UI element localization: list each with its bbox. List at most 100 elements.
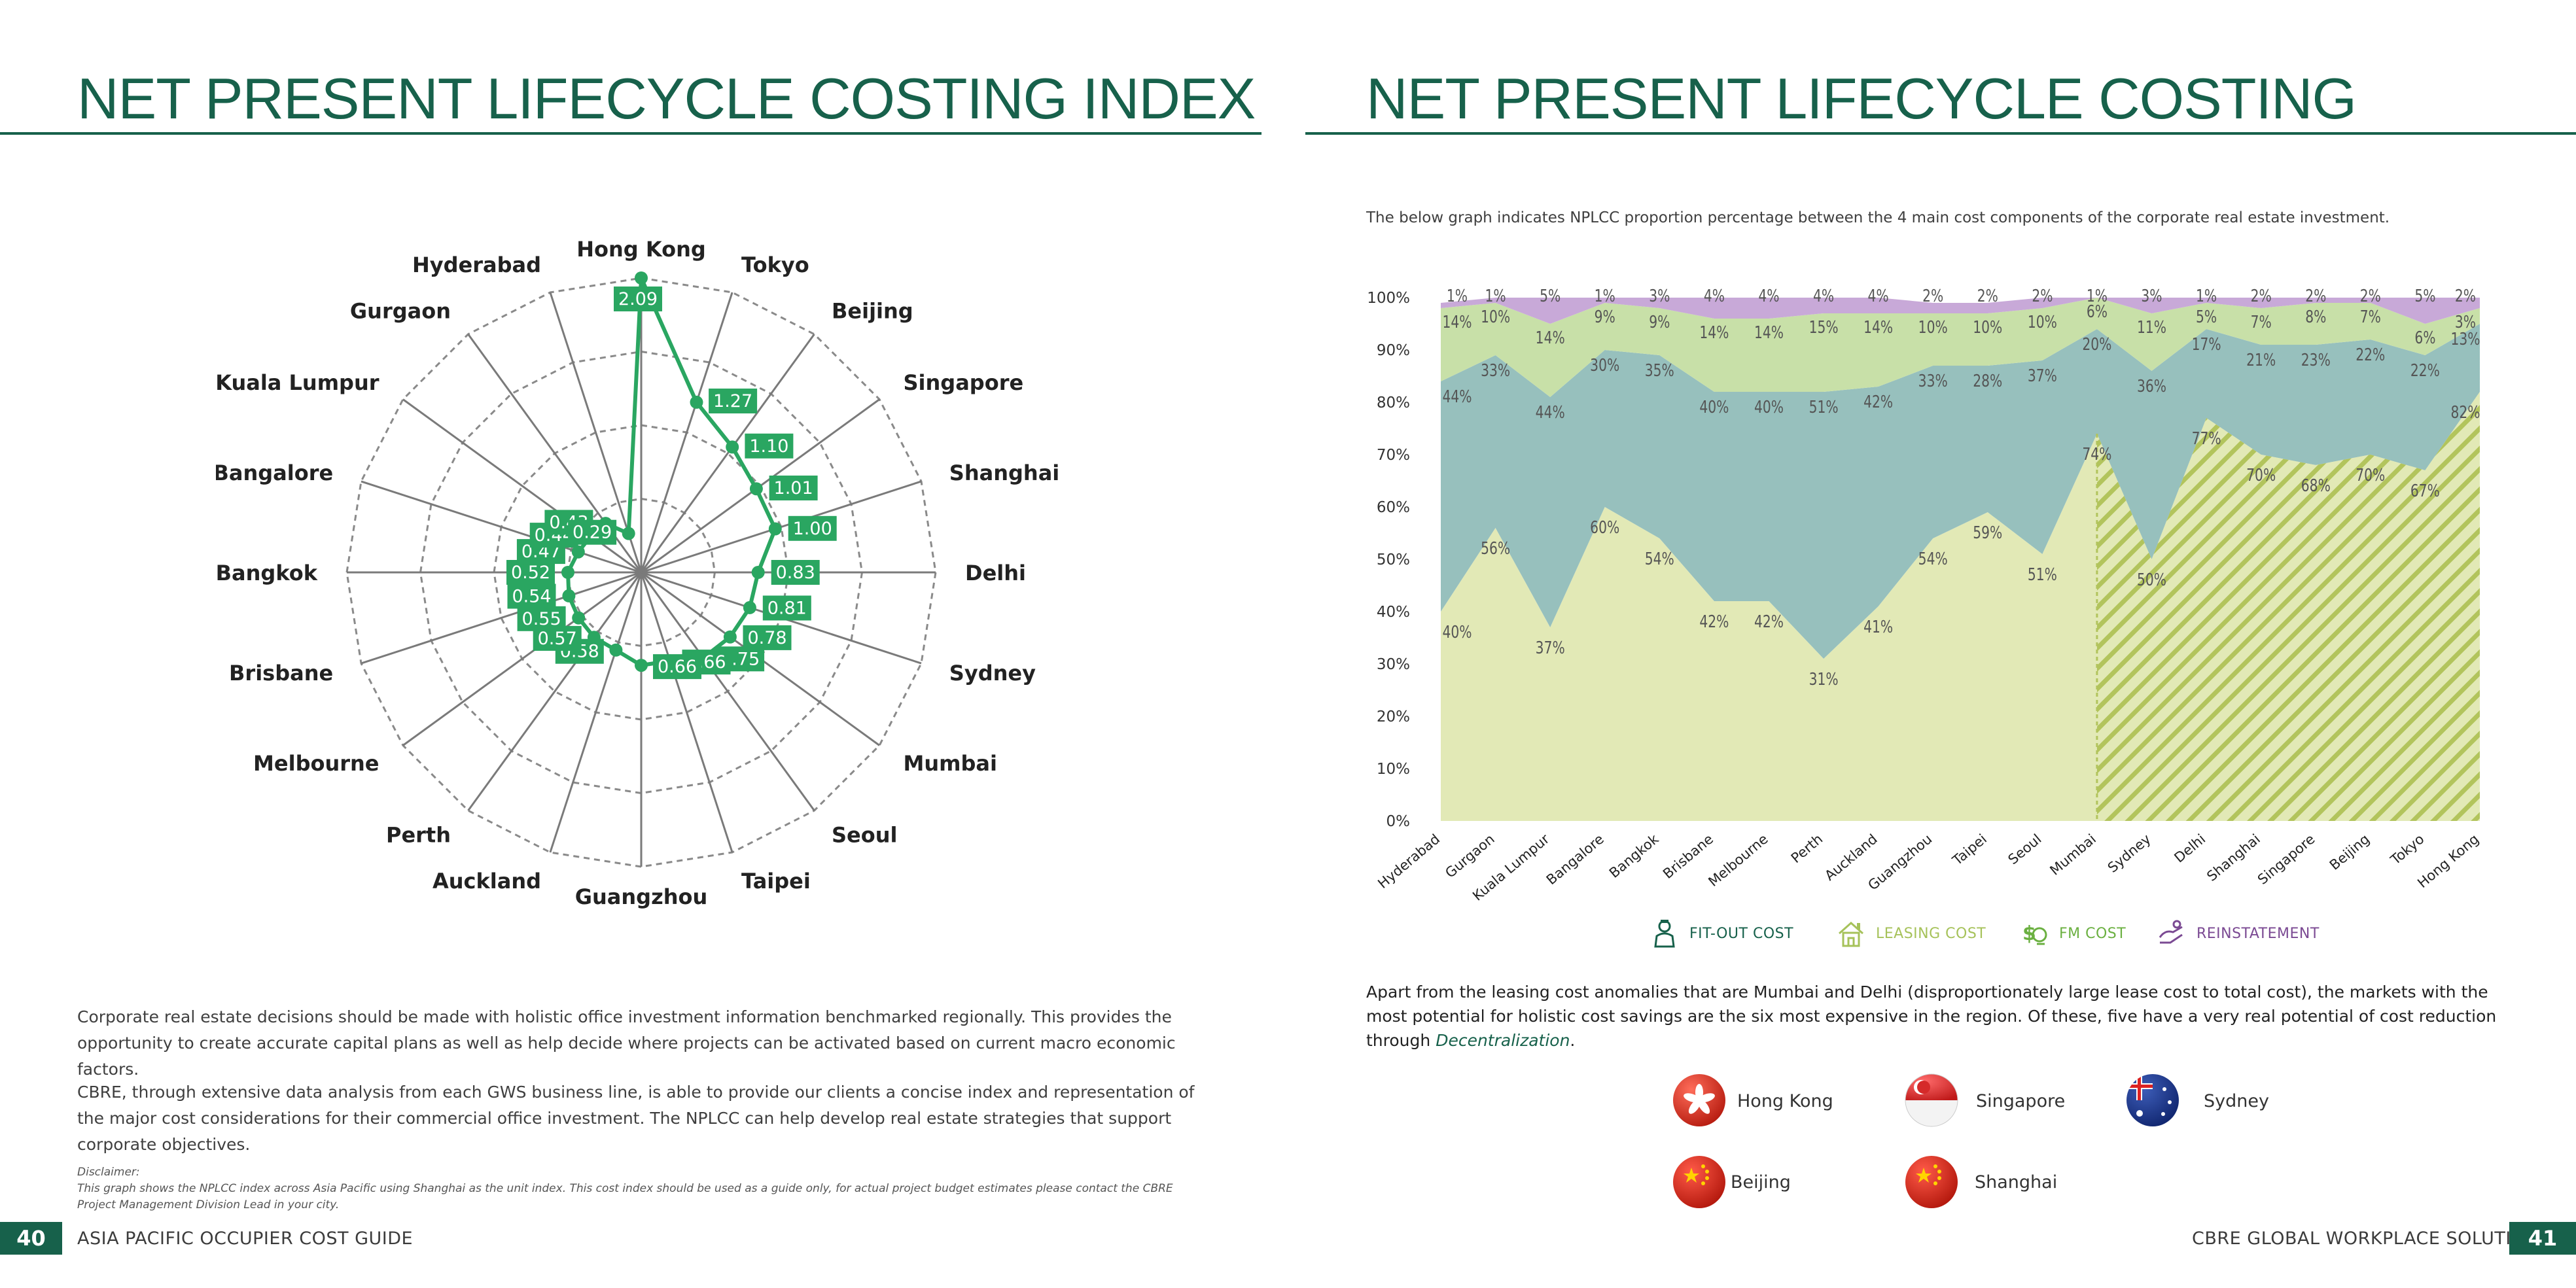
page-title-left: NET PRESENT LIFECYCLE COSTING INDEX (77, 66, 1256, 131)
radar-category-label-beijing: Beijing (832, 299, 913, 324)
radar-category-label-brisbane: Brisbane (229, 661, 333, 686)
value-label-reinstatement-sydney: 3% (2141, 287, 2162, 306)
radar-category-label-bangalore: Bangalore (216, 461, 333, 485)
legend-label-reinstatement: REINSTATEMENT (2197, 925, 2320, 942)
area-series-fit-out-cost (1441, 324, 2480, 659)
analysis-paragraph: Apart from the leasing cost anomalies th… (1366, 980, 2531, 1053)
value-label-reinstatement-singapore: 2% (2305, 287, 2326, 306)
radar-point-sydney (743, 600, 756, 614)
flag-singapore (1904, 1073, 1960, 1128)
value-label-fit-out-cost-hyderabad: 44% (1442, 387, 1472, 407)
value-label-leasing-cost-hong-kong: 82% (2450, 403, 2480, 423)
radar-value-label-hong-kong: 2.09 (618, 289, 658, 309)
value-label-fit-out-cost-seoul: 37% (2028, 366, 2057, 386)
value-label-leasing-cost-kuala-lumpur: 37% (1536, 638, 1565, 658)
value-label-fm-cost-bangkok: 9% (1649, 313, 1670, 332)
flag-beijing (1672, 1155, 1727, 1210)
value-label-reinstatement-auckland: 4% (1868, 287, 1889, 306)
value-label-leasing-cost-perth: 31% (1809, 670, 1839, 689)
value-label-fit-out-cost-sydney: 36% (2137, 377, 2166, 396)
value-label-leasing-cost-tokyo: 67% (2410, 481, 2440, 501)
x-tick-label-singapore: Singapore (2255, 831, 2318, 887)
value-label-reinstatement-perth: 4% (1813, 287, 1834, 306)
flag-label-hong-kong: Hong Kong (1737, 1091, 1833, 1111)
legend-label-fit-out-cost: FIT-OUT COST (1689, 925, 1794, 942)
x-tick-label-beijing: Beijing (2327, 831, 2373, 873)
flag-label-sydney: Sydney (2204, 1091, 2269, 1111)
value-label-fit-out-cost-shanghai: 21% (2246, 351, 2276, 370)
radar-spoke-auckland (549, 572, 643, 853)
radar-spoke-tokyo (640, 292, 733, 573)
x-tick-label-seoul: Seoul (2005, 831, 2045, 867)
value-label-fm-cost-hyderabad: 14% (1442, 313, 1472, 332)
value-label-fm-cost-beijing: 7% (2360, 307, 2381, 327)
value-label-fm-cost-shanghai: 7% (2251, 313, 2272, 332)
value-label-fm-cost-hong-kong: 3% (2455, 313, 2476, 332)
x-tick-label-brisbane: Brisbane (1660, 831, 1716, 882)
radar-category-label-gurgaon: Gurgaon (350, 299, 451, 324)
page-title-right: NET PRESENT LIFECYCLE COSTING (1366, 66, 2357, 131)
value-label-leasing-cost-bangalore: 60% (1590, 518, 1619, 538)
value-label-fm-cost-sydney: 11% (2137, 318, 2166, 338)
y-tick-label-40: 40% (1377, 604, 1410, 621)
left-paragraph-1: Corporate real estate decisions should b… (77, 1007, 1176, 1079)
radar-value-box-mumbai (743, 625, 792, 650)
y-tick-label-80: 80% (1377, 394, 1410, 411)
radar-value-label-beijing: 1.10 (749, 436, 788, 457)
disclaimer-text: This graph shows the NPLCC index across … (77, 1182, 1173, 1211)
left-paragraph-2: CBRE, through extensive data analysis fr… (77, 1083, 1195, 1154)
radar-spoke-perth (467, 572, 643, 811)
nplcc-index-radar-chart: 2.091.271.101.011.000.830.810.780.750.66… (216, 237, 1059, 909)
value-label-reinstatement-bangkok: 3% (1649, 287, 1670, 306)
page-number-right: 41 (2509, 1222, 2576, 1255)
y-tick-label-0: 0% (1386, 813, 1411, 830)
y-tick-label-60: 60% (1377, 499, 1410, 516)
radar-value-box-bangkok (506, 560, 555, 585)
hong-kong-flag-icon (1673, 1074, 1725, 1126)
value-label-fm-cost-auckland: 14% (1863, 318, 1893, 338)
analysis-end: . (1570, 1031, 1576, 1050)
radar-value-label-guangzhou: 0.66 (658, 657, 697, 677)
radar-value-box-delhi (771, 560, 820, 585)
radar-point-shanghai (768, 522, 782, 536)
flag-sydney (2125, 1073, 2181, 1128)
radar-category-label-shanghai: Shanghai (949, 461, 1059, 485)
value-label-leasing-cost-auckland: 41% (1863, 618, 1893, 637)
value-label-reinstatement-taipei: 2% (1977, 287, 1998, 306)
value-label-leasing-cost-shanghai: 70% (2246, 466, 2276, 485)
value-label-leasing-cost-hyderabad: 40% (1442, 623, 1472, 642)
value-label-reinstatement-melbourne: 4% (1758, 287, 1779, 306)
radar-value-box-brisbane (507, 583, 556, 609)
value-label-reinstatement-hong-kong: 2% (2455, 287, 2476, 306)
radar-value-box-guangzhou (653, 654, 701, 680)
svg-text:$: $ (2022, 922, 2036, 945)
value-label-fit-out-cost-mumbai: 20% (2082, 335, 2111, 355)
value-label-reinstatement-guangzhou: 2% (1922, 287, 1943, 306)
radar-point-bangkok (561, 566, 574, 579)
radar-value-label-shanghai: 1.00 (793, 519, 832, 539)
value-label-reinstatement-hyderabad: 1% (1447, 287, 1468, 306)
value-label-reinstatement-bangalore: 1% (1595, 287, 1615, 306)
value-label-reinstatement-seoul: 2% (2032, 287, 2053, 306)
value-label-reinstatement-beijing: 2% (2360, 287, 2381, 306)
y-tick-label-10: 10% (1377, 761, 1410, 778)
legend-label-leasing-cost: LEASING COST (1876, 925, 1986, 942)
radar-point-delhi (751, 566, 765, 579)
radar-category-label-auckland: Auckland (432, 869, 541, 894)
radar-value-label-perth: 0.57 (538, 629, 577, 649)
value-label-leasing-cost-delhi: 77% (2192, 429, 2221, 449)
radar-value-label-melbourne: 0.55 (522, 609, 561, 629)
singapore-flag-icon (1905, 1073, 1958, 1127)
house-icon (1839, 921, 1863, 947)
radar-value-box-tokyo (709, 389, 758, 413)
analysis-text: Apart from the leasing cost anomalies th… (1366, 983, 2497, 1050)
china-flag-icon (1905, 1156, 1958, 1208)
value-label-fit-out-cost-auckland: 42% (1863, 392, 1893, 412)
y-tick-label-100: 100% (1367, 290, 1410, 307)
value-label-reinstatement-gurgaon: 1% (1485, 287, 1506, 306)
radar-value-label-sydney: 0.81 (768, 599, 807, 619)
x-tick-label-hyderabad: Hyderabad (1375, 831, 1443, 892)
y-tick-label-90: 90% (1377, 342, 1410, 359)
value-label-leasing-cost-beijing: 70% (2355, 466, 2385, 485)
radar-value-box-singapore (769, 476, 818, 500)
